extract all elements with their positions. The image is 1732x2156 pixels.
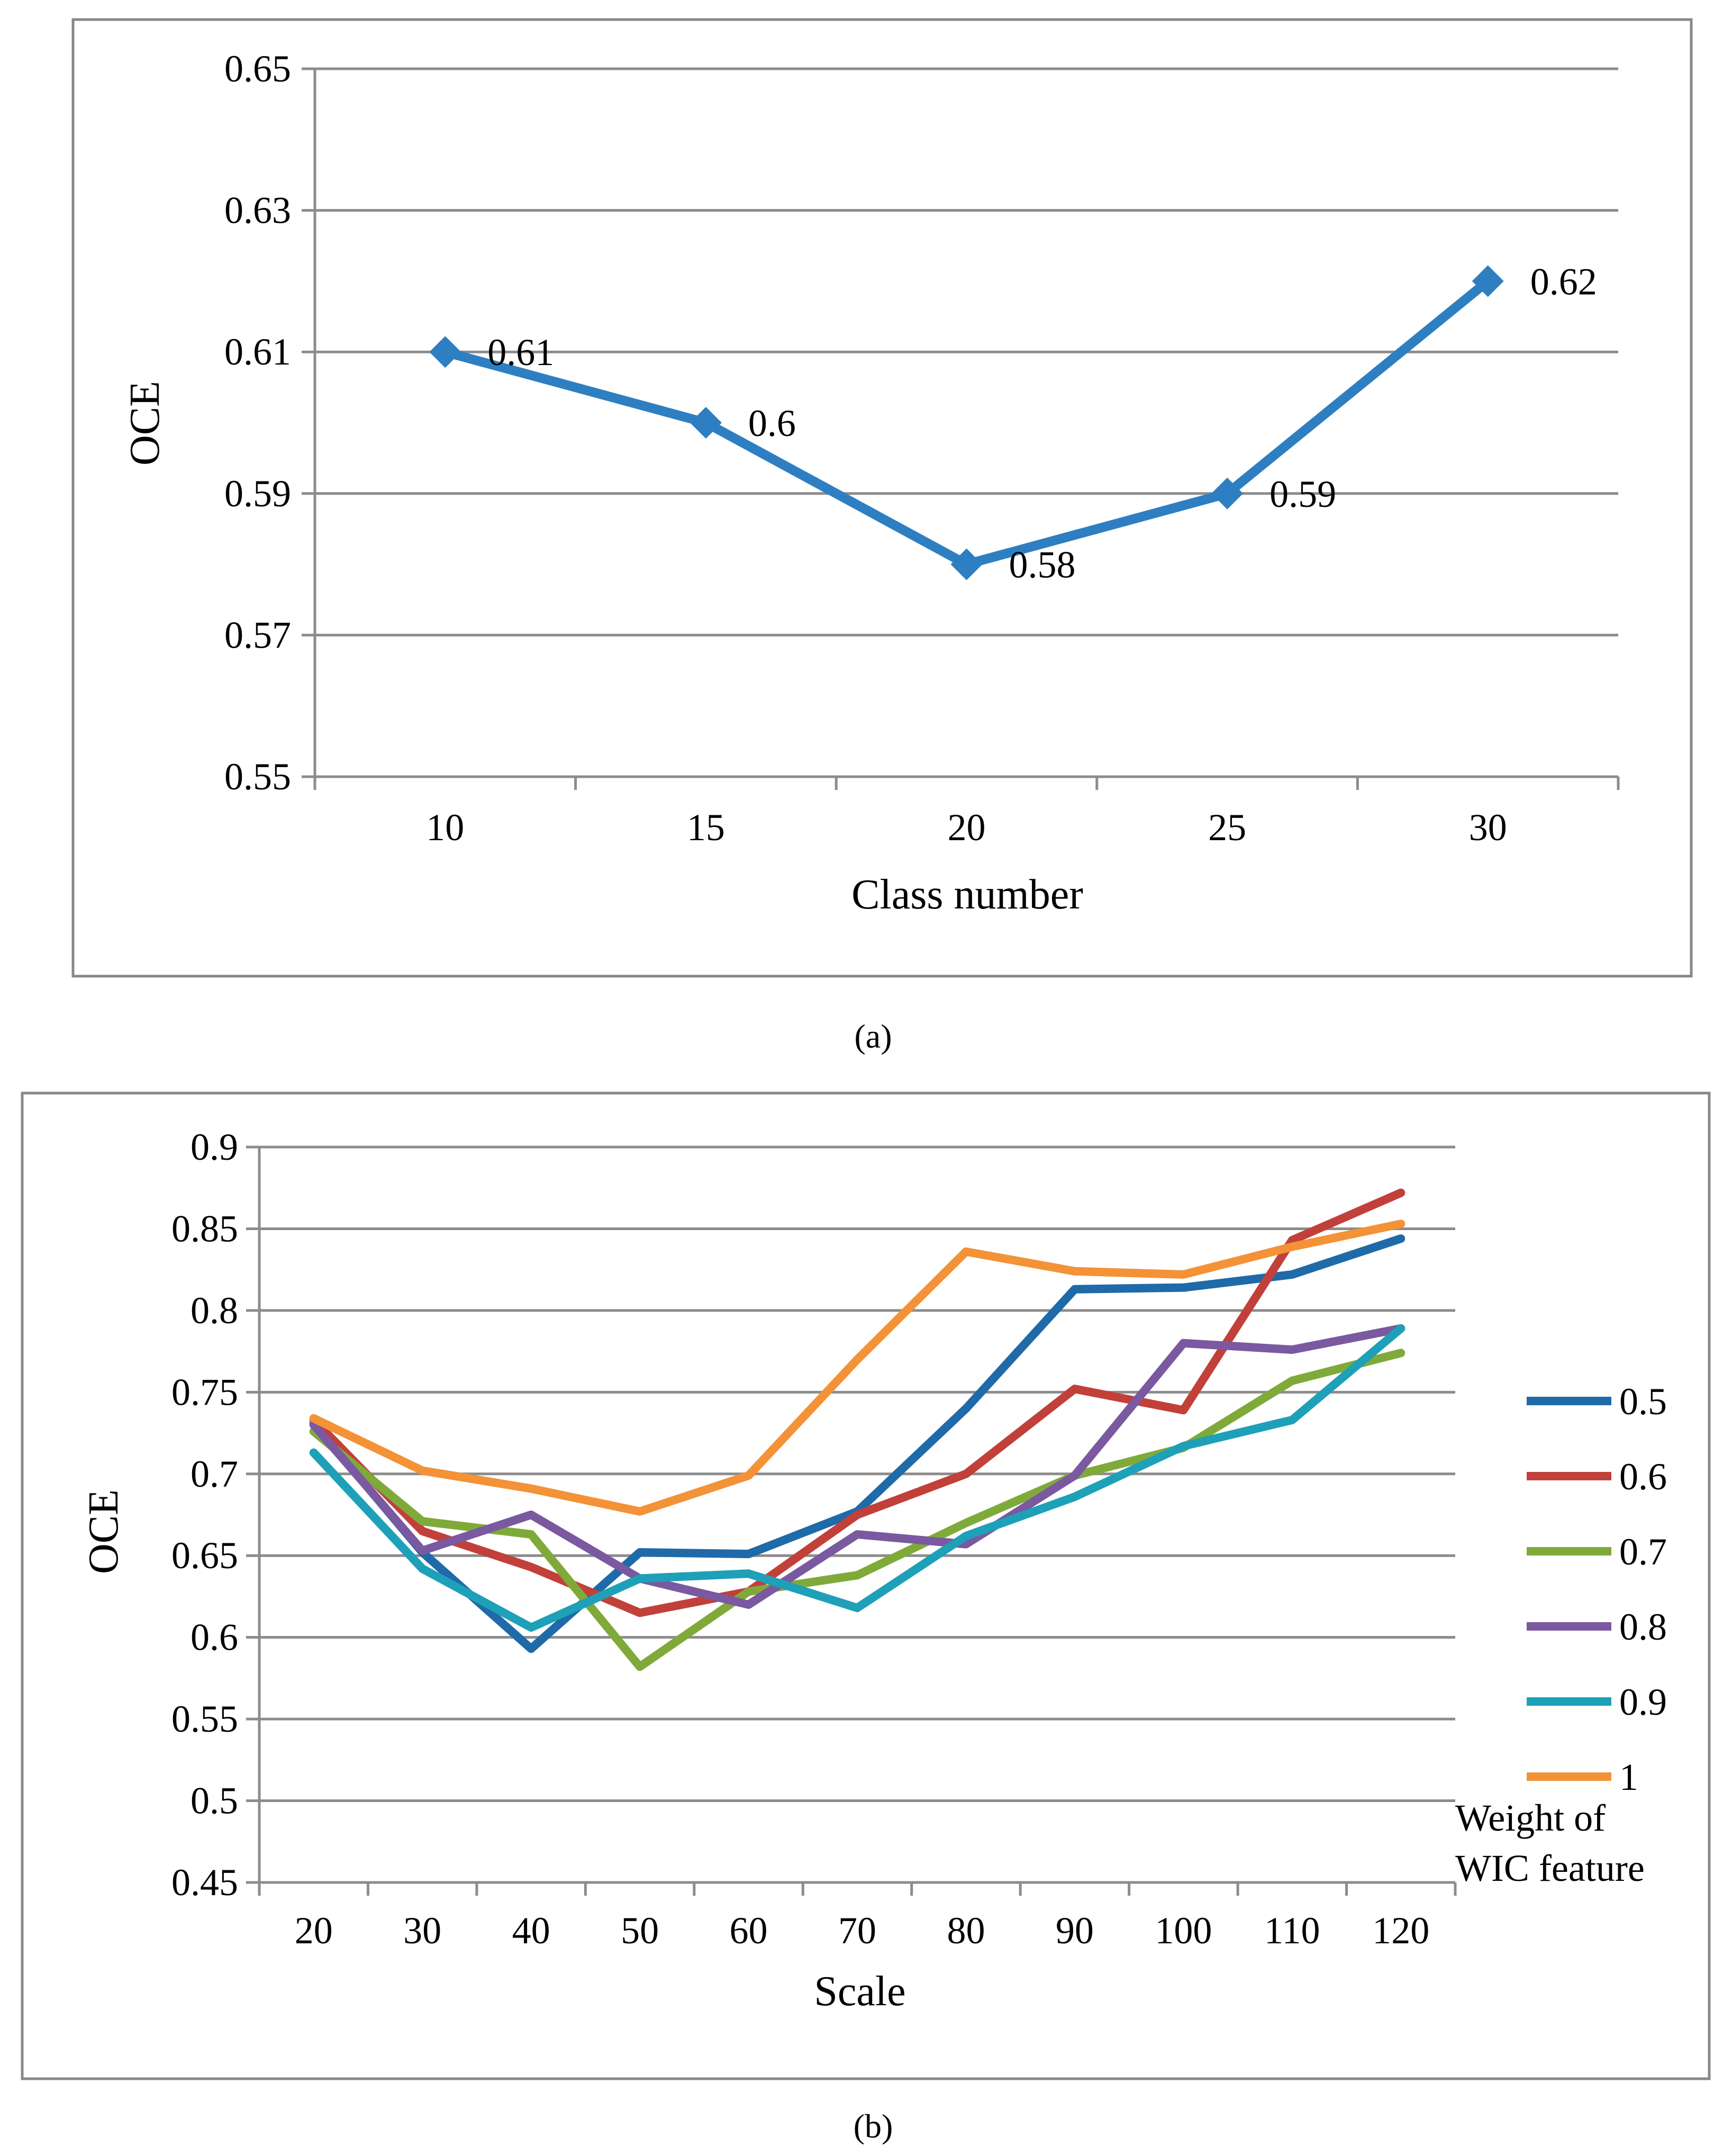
chart-b-legend-title-line2: WIC feature [1455, 1847, 1645, 1889]
chart-a-data-label: 0.59 [1269, 473, 1336, 515]
chart-b-legend-title-line1: Weight of [1455, 1797, 1606, 1839]
chart-a-ytick-label: 0.57 [224, 614, 291, 656]
chart-a-ytick-label: 0.61 [224, 331, 291, 373]
chart-b-legend-label: 1 [1619, 1756, 1638, 1798]
chart-b-ytick-label: 0.45 [171, 1861, 238, 1904]
chart-a-ytick-label: 0.59 [224, 472, 291, 515]
chart-b-ytick-label: 0.5 [191, 1780, 238, 1822]
chart-a-xtick-label: 15 [687, 806, 725, 849]
chart-b-series-line-0.9 [309, 1324, 1405, 1632]
chart-b-xtick-label: 20 [295, 1909, 333, 1952]
chart-a-data-label: 0.61 [487, 331, 554, 374]
chart-b-xtick-label: 50 [621, 1909, 659, 1952]
chart-a-point-marker [690, 407, 722, 439]
chart-a-frame [71, 18, 1693, 978]
chart-a-point-marker [1472, 265, 1504, 297]
chart-b-frame [21, 1091, 1711, 2080]
chart-b-xlabel: Scale [814, 1968, 905, 2015]
chart-b-ytick-label: 0.7 [191, 1453, 238, 1495]
chart-b-legend-label: 0.8 [1619, 1606, 1667, 1648]
chart-b-ytick-label: 0.55 [171, 1698, 238, 1740]
chart-b-panel: 0.45 0.5 0.55 0.6 0.65 0.7 0.75 0.8 0.85 0.9 20 30… [21, 1091, 1711, 2080]
chart-a-point-marker [1211, 477, 1244, 510]
chart-b-series-line-0.8 [309, 1324, 1405, 1609]
chart-a-ytick-label: 0.65 [224, 48, 291, 90]
chart-a-data-label: 0.6 [748, 402, 796, 444]
chart-a-xtick-label: 10 [426, 806, 464, 849]
chart-b-legend-label: 0.6 [1619, 1455, 1667, 1498]
chart-b-xtick-label: 80 [947, 1909, 985, 1952]
chart-b-ytick-label: 0.85 [171, 1207, 238, 1250]
chart-a-xtick-label: 30 [1469, 806, 1507, 849]
chart-b-xtick-label: 100 [1155, 1909, 1212, 1952]
chart-b-xtick-label: 90 [1056, 1909, 1094, 1952]
chart-a-data-label: 0.62 [1530, 260, 1597, 303]
chart-a-panel: 0.55 0.57 0.59 0.61 0.63 0.65 10 15 20 25 30 0.61… [71, 18, 1693, 978]
chart-a-xlabel: Class number [851, 871, 1083, 918]
chart-b-ytick-label: 0.8 [191, 1289, 238, 1332]
chart-b-xtick-label: 70 [838, 1909, 876, 1952]
chart-b-ytick-label: 0.6 [191, 1616, 238, 1659]
chart-b-series-line-1 [309, 1220, 1405, 1516]
chart-b-ytick-label: 0.65 [171, 1534, 238, 1577]
chart-b-caption: (b) [854, 2107, 893, 2145]
chart-b-xtick-label: 30 [403, 1909, 441, 1952]
chart-b-xtick-label: 60 [730, 1909, 768, 1952]
chart-a-ytick-label: 0.63 [224, 189, 291, 232]
chart-b-xtick-label: 40 [512, 1909, 550, 1952]
chart-a-point-marker [950, 548, 983, 580]
chart-b-xtick-label: 120 [1372, 1909, 1429, 1952]
chart-b-legend-label: 0.7 [1619, 1531, 1667, 1573]
chart-a-data-label: 0.58 [1009, 544, 1076, 586]
chart-b-ylabel: OCE [80, 1489, 127, 1574]
chart-a-xtick-label: 25 [1208, 806, 1246, 849]
chart-a-ytick-label: 0.55 [224, 756, 291, 798]
chart-b-series-line-0.6 [309, 1188, 1405, 1617]
chart-b-xtick-label: 110 [1264, 1909, 1320, 1952]
chart-b-ytick-label: 0.75 [171, 1371, 238, 1413]
chart-a-point-marker [429, 336, 461, 368]
chart-b-ytick-label: 0.9 [191, 1126, 238, 1168]
chart-a-xtick-label: 20 [948, 806, 986, 849]
chart-b-legend-label: 0.9 [1619, 1681, 1667, 1723]
chart-a-caption: (a) [854, 1017, 892, 1055]
chart-b-legend-label: 0.5 [1619, 1380, 1667, 1423]
chart-a-ylabel: OCE [122, 381, 168, 466]
